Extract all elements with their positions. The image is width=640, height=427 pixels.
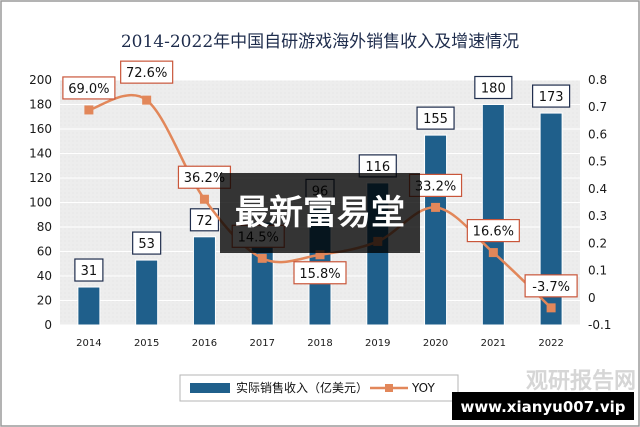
yoy-marker bbox=[431, 202, 441, 212]
legend-bar-swatch bbox=[190, 383, 230, 393]
x-tick-label: 2014 bbox=[76, 338, 101, 349]
right-tick-label: 0.8 bbox=[588, 73, 607, 87]
yoy-marker bbox=[84, 105, 94, 115]
right-tick-label: 0.6 bbox=[588, 127, 607, 141]
yoy-label: 15.8% bbox=[299, 267, 340, 282]
x-tick-label: 2019 bbox=[365, 338, 390, 349]
bar-label: 180 bbox=[481, 82, 506, 97]
x-tick-label: 2017 bbox=[249, 338, 274, 349]
watermark-text: 最新富易堂 bbox=[235, 193, 405, 233]
bar-label: 116 bbox=[365, 160, 390, 175]
corner-logo-text: 观研报告网 bbox=[526, 369, 636, 394]
bar bbox=[192, 236, 216, 326]
x-tick-label: 2020 bbox=[423, 338, 448, 349]
bar-label-box bbox=[532, 84, 571, 108]
bar-label-box bbox=[132, 231, 162, 255]
right-tick-label: 0.5 bbox=[588, 155, 607, 169]
right-tick-label: 0.7 bbox=[588, 100, 607, 114]
bar-label: 53 bbox=[138, 237, 155, 252]
bar-label: 173 bbox=[539, 90, 564, 105]
yoy-label: -3.7% bbox=[532, 280, 570, 295]
left-tick-label: 100 bbox=[29, 196, 52, 210]
left-tick-label: 200 bbox=[29, 73, 52, 87]
yoy-label: 16.6% bbox=[473, 225, 514, 240]
left-tick-label: 120 bbox=[29, 171, 52, 185]
left-tick-label: 180 bbox=[29, 98, 52, 112]
bar-label-box bbox=[189, 208, 220, 232]
x-tick-label: 2015 bbox=[134, 338, 159, 349]
bar bbox=[77, 286, 101, 326]
right-tick-label: 0.4 bbox=[588, 182, 607, 196]
legend: 实际销售收入（亿美元） YOY bbox=[179, 374, 459, 402]
right-tick-label: -0.1 bbox=[588, 318, 611, 332]
bar-label: 155 bbox=[423, 112, 448, 127]
right-tick-label: 0.3 bbox=[588, 209, 607, 223]
left-axis: 0 20 40 60 80 100 120 140 160 180 200 bbox=[29, 73, 52, 332]
corner-url-box bbox=[452, 392, 634, 420]
x-tick-label: 2022 bbox=[538, 338, 563, 349]
yoy-label-box bbox=[524, 274, 578, 298]
legend-line-marker bbox=[385, 384, 393, 392]
yoy-marker bbox=[488, 248, 498, 258]
corner-overlay: 观研报告网 www.xianyu007.vip bbox=[452, 369, 636, 420]
bar bbox=[481, 104, 505, 326]
corner-url-text: www.xianyu007.vip bbox=[460, 398, 625, 416]
yoy-label-box bbox=[293, 261, 347, 285]
x-tick-label: 2016 bbox=[192, 338, 217, 349]
left-tick-label: 140 bbox=[29, 147, 52, 161]
yoy-label: 69.0% bbox=[68, 82, 109, 97]
legend-bar-label: 实际销售收入（亿美元） bbox=[236, 380, 368, 395]
left-tick-label: 0 bbox=[44, 318, 52, 332]
yoy-label: 72.6% bbox=[126, 66, 167, 81]
bar-label: 31 bbox=[81, 264, 98, 279]
watermark-box bbox=[220, 173, 420, 253]
right-tick-label: 0.2 bbox=[588, 236, 607, 250]
yoy-marker bbox=[199, 194, 209, 204]
bar-label-box bbox=[474, 75, 513, 100]
yoy-marker bbox=[315, 250, 325, 260]
left-tick-label: 160 bbox=[29, 122, 52, 136]
yoy-label: 33.2% bbox=[415, 179, 456, 194]
watermark-overlay: 最新富易堂 bbox=[220, 173, 420, 253]
yoy-marker bbox=[546, 303, 556, 313]
x-tick-label: 2018 bbox=[307, 338, 332, 349]
yoy-marker bbox=[142, 95, 152, 105]
bar-label-box bbox=[74, 258, 104, 282]
left-tick-label: 60 bbox=[37, 245, 52, 259]
bar-label-box bbox=[416, 106, 455, 130]
bar bbox=[424, 134, 448, 326]
left-tick-label: 80 bbox=[37, 220, 52, 234]
right-tick-label: 0.1 bbox=[588, 264, 607, 278]
legend-line-label: YOY bbox=[411, 381, 435, 395]
chart-title: 2014-2022年中国自研游戏海外销售收入及增速情况 bbox=[121, 32, 519, 52]
yoy-label-box bbox=[120, 60, 174, 84]
yoy-marker bbox=[257, 253, 267, 263]
bar bbox=[539, 112, 563, 326]
yoy-label-box bbox=[466, 218, 520, 243]
yoy-label-box bbox=[62, 76, 116, 100]
x-tick-label: 2021 bbox=[481, 338, 506, 349]
left-tick-label: 40 bbox=[37, 269, 52, 283]
bar bbox=[135, 259, 159, 326]
x-axis: 2014 2015 2016 2017 2018 2019 2020 2021 2022 bbox=[76, 338, 564, 349]
right-axis: -0.1 0 0.1 0.2 0.3 0.4 0.5 0.6 0.7 0.8 bbox=[588, 73, 611, 332]
right-tick-label: 0 bbox=[588, 291, 596, 305]
left-tick-label: 20 bbox=[37, 294, 52, 308]
bar-label: 72 bbox=[196, 214, 213, 229]
yoy-label: 36.2% bbox=[184, 171, 225, 186]
